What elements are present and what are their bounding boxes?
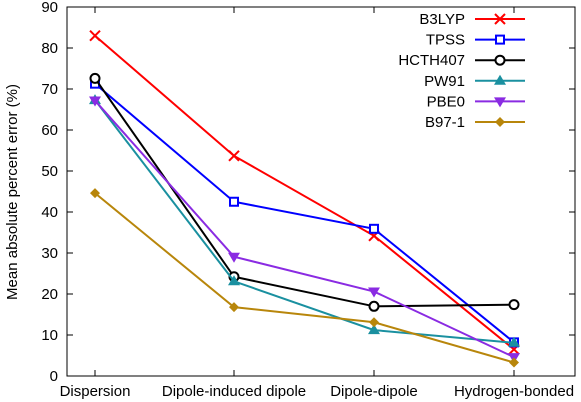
y-tick-label: 30 <box>41 245 58 262</box>
data-point-b3lyp <box>89 29 101 42</box>
legend-marker <box>495 117 505 127</box>
data-point-pw91 <box>228 275 240 286</box>
data-point-pw91 <box>508 336 520 347</box>
y-tick-label: 10 <box>41 327 58 344</box>
legend-marker <box>494 13 506 25</box>
legend-marker <box>495 34 505 45</box>
y-axis: 0 10 20 30 40 50 60 70 80 90 <box>41 0 575 385</box>
legend-label: TPSS <box>426 32 465 49</box>
legend-entry-pw91: PW91 <box>424 73 525 90</box>
x-tick-label: Hydrogen-bonded <box>454 383 574 400</box>
data-point-pw91 <box>368 324 380 335</box>
series-line-hcth407 <box>94 77 515 308</box>
data-point-b97-1 <box>90 188 100 199</box>
data-point-pbe0 <box>89 96 101 107</box>
legend-marker <box>494 97 506 108</box>
series-line-pbe0 <box>94 99 515 359</box>
legend-marker <box>494 74 506 85</box>
data-point-b97-1 <box>229 302 239 313</box>
data-point-hcth407 <box>89 72 101 84</box>
y-tick-label: 0 <box>50 368 58 385</box>
data-point-hcth407 <box>368 300 380 312</box>
series-line-pw91 <box>94 99 515 344</box>
legend-entry-hcth407: HCTH407 <box>398 52 525 69</box>
x-tick-label: Dipole-dipole <box>330 383 418 400</box>
y-tick-label: 60 <box>41 122 58 139</box>
legend-label: B3LYP <box>419 11 465 28</box>
legend-entry-tpss: TPSS <box>426 32 525 49</box>
series-layer <box>89 29 520 368</box>
x-axis: Dispersion Dipole-induced dipole Dipole-di… <box>60 7 574 400</box>
data-point-tpss <box>369 223 379 234</box>
series-line-b3lyp <box>94 34 515 351</box>
data-point-b97-1 <box>509 357 519 368</box>
legend-entry-b3lyp: B3LYP <box>419 11 525 28</box>
legend-marker <box>494 54 506 66</box>
legend-label: PBE0 <box>427 93 465 110</box>
series-pw91 <box>89 94 520 347</box>
x-tick-label: Dipole-induced dipole <box>162 383 306 400</box>
series-line-tpss <box>94 82 515 344</box>
data-point-pbe0 <box>228 252 240 263</box>
legend-label: HCTH407 <box>398 52 465 69</box>
legend-label: PW91 <box>424 73 465 90</box>
x-tick-label: Dispersion <box>60 383 131 400</box>
plot-border <box>66 6 576 377</box>
data-point-b97-1 <box>369 317 379 328</box>
y-tick-label: 70 <box>41 81 58 98</box>
y-axis-label: Mean absolute percent error (%) <box>4 84 21 300</box>
legend-entry-b97-1: B97-1 <box>425 114 525 131</box>
legend-label: B97-1 <box>425 114 465 131</box>
y-tick-label: 40 <box>41 204 58 221</box>
y-tick-label: 20 <box>41 286 58 303</box>
data-point-hcth407 <box>508 299 520 311</box>
data-point-pbe0 <box>368 287 380 298</box>
series-b97-1 <box>90 188 519 368</box>
legend: B3LYP TPSS HCTH407 PW91 PBE0 B97-1 <box>398 11 525 131</box>
legend-entry-pbe0: PBE0 <box>427 93 525 110</box>
plot-area <box>66 6 576 377</box>
data-point-tpss <box>229 196 239 207</box>
series-line-b97-1 <box>94 192 515 364</box>
y-tick-label: 90 <box>41 0 58 16</box>
y-tick-label: 80 <box>41 40 58 57</box>
data-point-b3lyp <box>228 150 240 162</box>
y-tick-label: 50 <box>41 163 58 180</box>
series-pbe0 <box>89 96 520 364</box>
